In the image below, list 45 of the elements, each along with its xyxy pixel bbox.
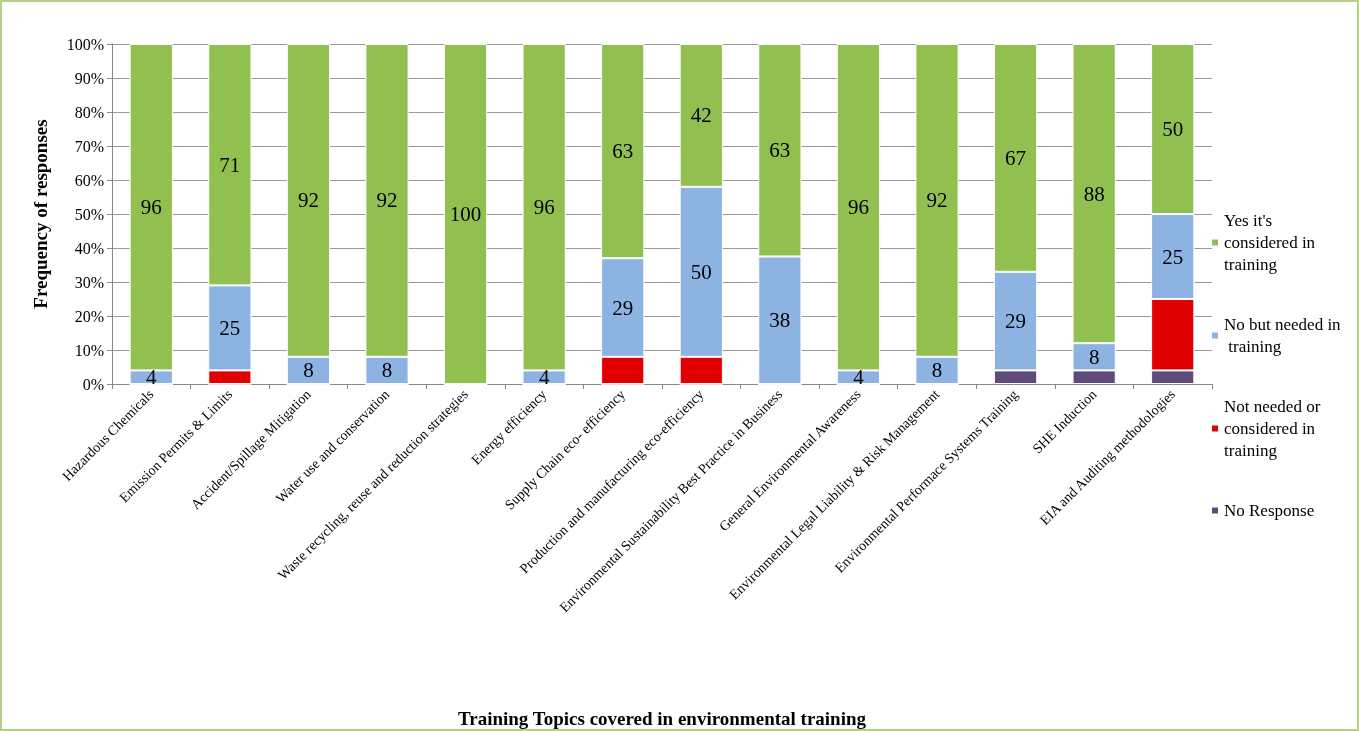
bar: [443, 44, 488, 384]
data-label: 8: [1088, 344, 1100, 369]
data-label: 96: [847, 195, 869, 220]
data-label: 63: [769, 138, 791, 163]
data-label: 8: [931, 358, 943, 383]
data-label: 42: [690, 103, 712, 128]
y-tick-label: 60%: [74, 171, 104, 189]
y-tick-label: 30%: [74, 273, 104, 291]
data-label: 8: [303, 358, 314, 383]
y-tick-label: 70%: [74, 137, 104, 155]
data-label: 63: [612, 139, 634, 164]
y-tick-label: 50%: [74, 205, 104, 223]
legend-label: Yes it's considered in training: [1224, 211, 1320, 274]
data-label: 25: [219, 315, 241, 340]
data-label: 92: [297, 188, 319, 213]
y-tick-label: 0%: [82, 375, 104, 393]
data-label: 8: [381, 358, 393, 383]
legend-label: Not needed or considered in training: [1224, 397, 1325, 460]
data-label: 29: [612, 295, 634, 320]
legend-label: No but needed in training: [1224, 315, 1342, 356]
data-label: 4: [146, 365, 158, 390]
data-label: 71: [219, 152, 241, 177]
y-axis-title: Frequency of responses: [30, 119, 51, 309]
data-label: 67: [1005, 145, 1027, 170]
data-label: 4: [853, 365, 865, 390]
data-label: 96: [140, 195, 162, 220]
data-label: 50: [690, 259, 712, 284]
data-label: 50: [1162, 117, 1184, 141]
y-tick-label: 100%: [66, 35, 104, 53]
y-tick-label: 80%: [74, 103, 104, 121]
data-label: 92: [376, 188, 398, 213]
data-label: 96: [533, 195, 555, 220]
data-label: 38: [769, 308, 791, 333]
data-label: 92: [926, 188, 948, 213]
data-label: 4: [538, 365, 550, 390]
data-label: 100: [449, 202, 482, 226]
y-tick-label: 90%: [74, 69, 104, 87]
legend-label: No Response: [1224, 501, 1315, 520]
data-label: 29: [1005, 309, 1027, 334]
data-label: 25: [1162, 244, 1184, 269]
data-label: 88: [1083, 181, 1105, 206]
y-tick-label: 10%: [74, 341, 104, 359]
y-tick-label: 40%: [74, 239, 104, 257]
x-axis-title: Training Topics covered in environmental training: [457, 708, 867, 729]
y-tick-label: 20%: [74, 307, 104, 325]
